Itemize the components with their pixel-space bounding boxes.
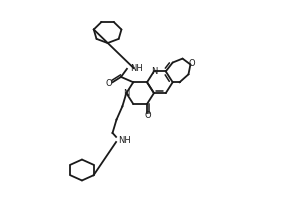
Text: N: N	[151, 67, 157, 76]
Text: N: N	[123, 89, 130, 98]
Text: NH: NH	[130, 64, 143, 73]
Text: O: O	[106, 79, 112, 88]
Text: O: O	[144, 111, 151, 120]
Text: O: O	[188, 59, 195, 68]
Text: NH: NH	[118, 136, 130, 145]
